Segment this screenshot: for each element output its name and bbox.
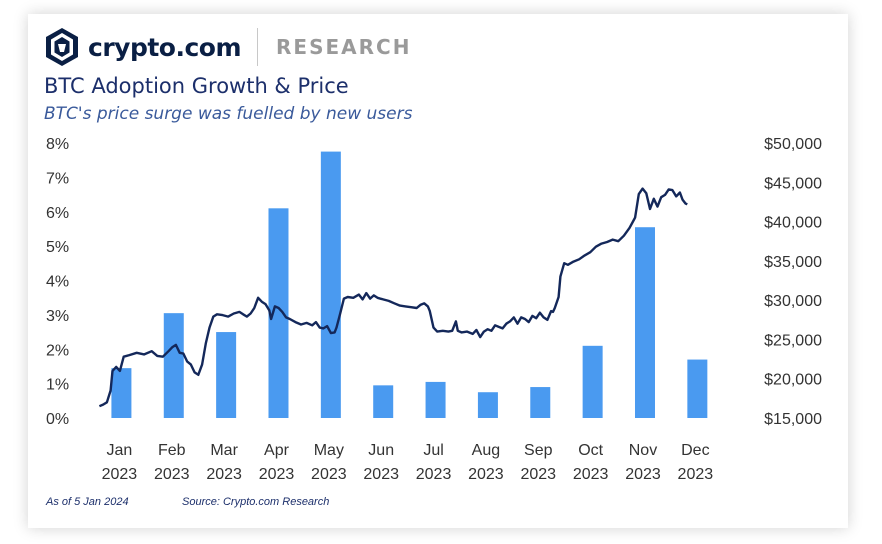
x-axis-month-label: Oct bbox=[578, 442, 603, 459]
x-axis-year-label: 2023 bbox=[678, 466, 714, 483]
x-axis-month-label: Feb bbox=[158, 442, 186, 459]
x-axis-month-label: Apr bbox=[264, 442, 290, 459]
x-axis-year-label: 2023 bbox=[468, 466, 504, 483]
left-axis-tick: 8% bbox=[46, 136, 69, 153]
bar-oct bbox=[582, 345, 603, 418]
bar-apr bbox=[268, 208, 289, 418]
x-axis-month-label: Dec bbox=[681, 442, 709, 459]
bar-nov bbox=[634, 227, 655, 418]
x-axis-month-label: Mar bbox=[210, 442, 238, 459]
bar-dec bbox=[687, 359, 708, 418]
header-divider bbox=[257, 28, 259, 66]
source-note: Source: Crypto.com Research bbox=[182, 496, 330, 508]
x-axis-month-label: Nov bbox=[629, 442, 657, 459]
x-axis-month-label: Aug bbox=[472, 442, 500, 459]
bar-jul bbox=[425, 381, 446, 418]
right-axis-tick: $15,000 bbox=[764, 411, 822, 428]
bar-jun bbox=[373, 385, 394, 418]
chart-subtitle: BTC's price surge was fuelled by new use… bbox=[44, 104, 413, 124]
x-axis-year-label: 2023 bbox=[102, 466, 138, 483]
right-axis-tick: $50,000 bbox=[764, 136, 822, 153]
x-axis-month-label: Jan bbox=[107, 442, 133, 459]
bar-sep bbox=[530, 387, 551, 418]
as-of-note: As of 5 Jan 2024 bbox=[46, 496, 129, 508]
x-axis-month-label: May bbox=[314, 442, 344, 459]
x-axis-year-label: 2023 bbox=[154, 466, 190, 483]
bar-aug bbox=[477, 392, 498, 418]
left-axis-tick: 7% bbox=[46, 170, 69, 187]
left-axis-tick: 6% bbox=[46, 205, 69, 222]
x-axis-year-label: 2023 bbox=[416, 466, 452, 483]
x-axis-year-label: 2023 bbox=[363, 466, 399, 483]
x-axis-month-label: Jun bbox=[368, 442, 394, 459]
header: crypto.com RESEARCH bbox=[44, 26, 411, 68]
x-axis-year-label: 2023 bbox=[520, 466, 556, 483]
left-axis-tick: 3% bbox=[46, 308, 69, 325]
brand-name: crypto.com bbox=[88, 32, 242, 62]
section-label: RESEARCH bbox=[276, 35, 412, 59]
x-axis-month-label: Jul bbox=[423, 442, 443, 459]
bar-may bbox=[320, 151, 341, 418]
left-axis-tick: 2% bbox=[46, 342, 69, 359]
chart-title: BTC Adoption Growth & Price bbox=[44, 74, 349, 98]
right-axis-tick: $30,000 bbox=[764, 293, 822, 310]
lion-shield-icon bbox=[46, 28, 78, 66]
x-axis-month-label: Sep bbox=[524, 442, 553, 459]
bar-mar bbox=[216, 332, 237, 418]
right-axis-tick: $35,000 bbox=[764, 254, 822, 271]
right-axis-tick: $25,000 bbox=[764, 332, 822, 349]
right-axis-tick: $40,000 bbox=[764, 215, 822, 232]
x-axis-year-label: 2023 bbox=[206, 466, 242, 483]
left-axis-tick: 0% bbox=[46, 411, 69, 428]
btc-price-line bbox=[98, 187, 688, 408]
x-axis-year-label: 2023 bbox=[625, 466, 661, 483]
left-axis-tick: 5% bbox=[46, 239, 69, 256]
left-axis-tick: 1% bbox=[46, 377, 69, 394]
right-axis-tick: $20,000 bbox=[764, 372, 822, 389]
x-axis-year-label: 2023 bbox=[311, 466, 347, 483]
bar-jan bbox=[111, 368, 132, 418]
x-axis-year-label: 2023 bbox=[259, 466, 295, 483]
x-axis-year-label: 2023 bbox=[573, 466, 609, 483]
bar-feb bbox=[163, 313, 184, 418]
chart-card bbox=[28, 14, 848, 528]
right-axis-tick: $45,000 bbox=[764, 175, 822, 192]
left-axis-tick: 4% bbox=[46, 274, 69, 291]
